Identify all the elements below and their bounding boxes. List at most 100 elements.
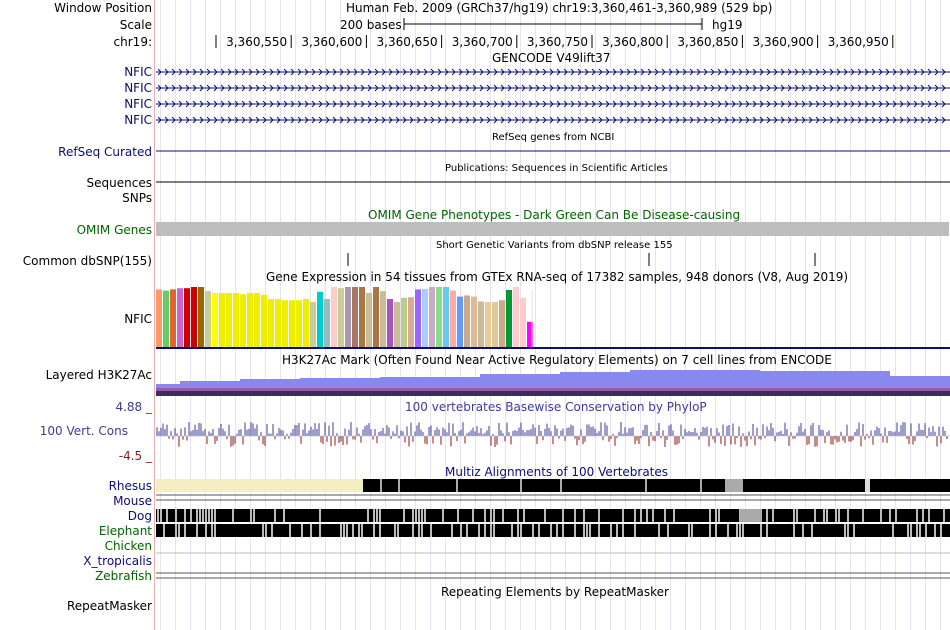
species-zebrafish[interactable]: Zebrafish xyxy=(95,569,152,583)
gtex-tissue-bar[interactable] xyxy=(191,287,197,347)
gtex-tissue-bar[interactable] xyxy=(387,299,393,347)
repeatmasker-label[interactable]: RepeatMasker xyxy=(66,599,152,613)
ruler-tick-label: 3,360,850 xyxy=(677,35,738,49)
species-chicken[interactable]: Chicken xyxy=(104,539,152,553)
gtex-tissue-bar[interactable] xyxy=(345,287,351,347)
gencode-label-2[interactable]: NFIC xyxy=(124,81,152,95)
gtex-tissue-bar[interactable] xyxy=(310,302,316,347)
rhesus-gap xyxy=(380,479,382,492)
gtex-tissue-bar[interactable] xyxy=(240,294,246,347)
sequences-label[interactable]: Sequences xyxy=(86,176,152,190)
multiz-alignments[interactable] xyxy=(0,0,950,585)
rhesus-gap xyxy=(865,479,870,492)
gtex-tissue-bar[interactable] xyxy=(359,287,365,347)
gtex-tissue-bar[interactable] xyxy=(443,287,449,347)
species-x-tropicalis[interactable]: X_tropicalis xyxy=(83,554,152,568)
species-elephant[interactable]: Elephant xyxy=(98,524,152,538)
gtex-tissue-bar[interactable] xyxy=(317,291,323,347)
gtex-tissue-bar[interactable] xyxy=(492,302,498,347)
rhesus-unaligned[interactable] xyxy=(156,479,363,492)
gtex-tissue-bar[interactable] xyxy=(429,287,435,347)
gtex-tissue-bar[interactable] xyxy=(247,293,253,347)
gtex-tissue-bar[interactable] xyxy=(261,294,267,347)
elephant-alignment[interactable] xyxy=(156,524,950,537)
gtex-tissue-bar[interactable] xyxy=(338,288,344,347)
ruler-tick-label: 3,360,600 xyxy=(301,35,362,49)
gtex-tissue-bar[interactable] xyxy=(275,299,281,347)
gtex-tissue-bar[interactable] xyxy=(380,291,386,347)
gtex-tissue-bar[interactable] xyxy=(205,291,211,347)
gtex-tissue-bar[interactable] xyxy=(513,287,519,347)
rhesus-aligned[interactable] xyxy=(363,479,950,492)
gtex-tissue-bar[interactable] xyxy=(177,288,183,347)
gtex-tissue-bar[interactable] xyxy=(527,321,533,347)
gtex-tissue-bar[interactable] xyxy=(331,287,337,347)
gtex-tissue-bar[interactable] xyxy=(471,296,477,347)
gtex-tissue-bar[interactable] xyxy=(212,293,218,347)
gtex-tissue-bar[interactable] xyxy=(268,299,274,347)
gtex-tissue-bar[interactable] xyxy=(499,300,505,347)
gtex-tissue-bar[interactable] xyxy=(352,287,358,347)
gtex-tissue-bar[interactable] xyxy=(457,296,463,347)
rhesus-gap xyxy=(645,479,647,492)
chrom-label: chr19: xyxy=(113,35,152,49)
gencode-label-4[interactable]: NFIC xyxy=(124,113,152,127)
gtex-tissue-bar[interactable] xyxy=(520,297,526,347)
gtex-tissue-bar[interactable] xyxy=(450,290,456,347)
gtex-tissue-bar[interactable] xyxy=(394,302,400,347)
species-mouse[interactable]: Mouse xyxy=(113,494,152,508)
dbsnp-variants[interactable] xyxy=(0,0,950,270)
strand-chevrons xyxy=(157,68,946,76)
gtex-tissue-bar[interactable] xyxy=(506,290,512,347)
strand-chevrons xyxy=(157,116,946,124)
gtex-tissue-bar[interactable] xyxy=(163,290,169,347)
omim-label[interactable]: OMIM Genes xyxy=(76,223,152,237)
gtex-tissue-bar[interactable] xyxy=(478,301,484,347)
gtex-tissue-bar[interactable] xyxy=(296,300,302,347)
gtex-tissue-bar[interactable] xyxy=(226,293,232,347)
conservation-label[interactable]: 100 Vert. Cons xyxy=(39,424,128,438)
gencode-label-3[interactable]: NFIC xyxy=(124,97,152,111)
gencode-label-1[interactable]: NFIC xyxy=(124,65,152,79)
publications-line[interactable] xyxy=(0,0,950,190)
gtex-tissue-bar[interactable] xyxy=(408,297,414,347)
species-dog[interactable]: Dog xyxy=(127,509,152,523)
conservation-negative xyxy=(168,436,948,447)
omim-bar[interactable] xyxy=(156,222,949,236)
gtex-tissue-bar[interactable] xyxy=(373,287,379,347)
conservation-wiggle[interactable] xyxy=(0,0,950,460)
gtex-tissue-bar[interactable] xyxy=(289,300,295,347)
gtex-tissue-bar[interactable] xyxy=(219,293,225,347)
refseq-line[interactable] xyxy=(0,0,950,160)
gtex-tissue-bar[interactable] xyxy=(198,287,204,347)
h3k27ac-label[interactable]: Layered H3K27Ac xyxy=(45,368,152,382)
gtex-tissue-bar[interactable] xyxy=(303,299,309,347)
gtex-tissue-bar[interactable] xyxy=(401,297,407,347)
gtex-tissue-bar[interactable] xyxy=(436,287,442,347)
gtex-tissue-bar[interactable] xyxy=(156,289,162,347)
gtex-tissue-bar[interactable] xyxy=(422,288,428,347)
gtex-tissue-bar[interactable] xyxy=(324,299,330,347)
species-rhesus[interactable]: Rhesus xyxy=(108,479,152,493)
h3k27ac-signal[interactable] xyxy=(0,0,950,400)
gtex-label[interactable]: NFIC xyxy=(124,312,152,326)
gencode-transcripts[interactable] xyxy=(0,0,950,130)
refseq-title: RefSeq genes from NCBI xyxy=(492,132,615,143)
window-position-text[interactable]: Human Feb. 2009 (GRCh37/hg19) chr19:3,36… xyxy=(346,1,773,15)
gtex-tissue-bar[interactable] xyxy=(254,293,260,347)
gtex-tissue-bar[interactable] xyxy=(464,295,470,347)
refseq-label[interactable]: RefSeq Curated xyxy=(58,145,152,159)
dbsnp-label[interactable]: Common dbSNP(155) xyxy=(22,254,152,268)
omim-title: OMIM Gene Phenotypes - Dark Green Can Be… xyxy=(368,208,741,222)
gtex-tissue-bar[interactable] xyxy=(485,302,491,347)
position-ruler[interactable]: 3,360,550 3,360,600 3,360,650 3,360,700 3,36… xyxy=(0,0,950,60)
gtex-tissue-bar[interactable] xyxy=(233,293,239,347)
gtex-tissue-bar[interactable] xyxy=(184,288,190,347)
gtex-tissue-bar[interactable] xyxy=(282,300,288,347)
gtex-tissue-bar[interactable] xyxy=(170,289,176,347)
gtex-tissue-bar[interactable] xyxy=(366,293,372,347)
snps-label[interactable]: SNPs xyxy=(122,191,152,205)
gtex-tissue-bar[interactable] xyxy=(415,289,421,347)
gtex-bar-chart[interactable] xyxy=(0,0,950,352)
